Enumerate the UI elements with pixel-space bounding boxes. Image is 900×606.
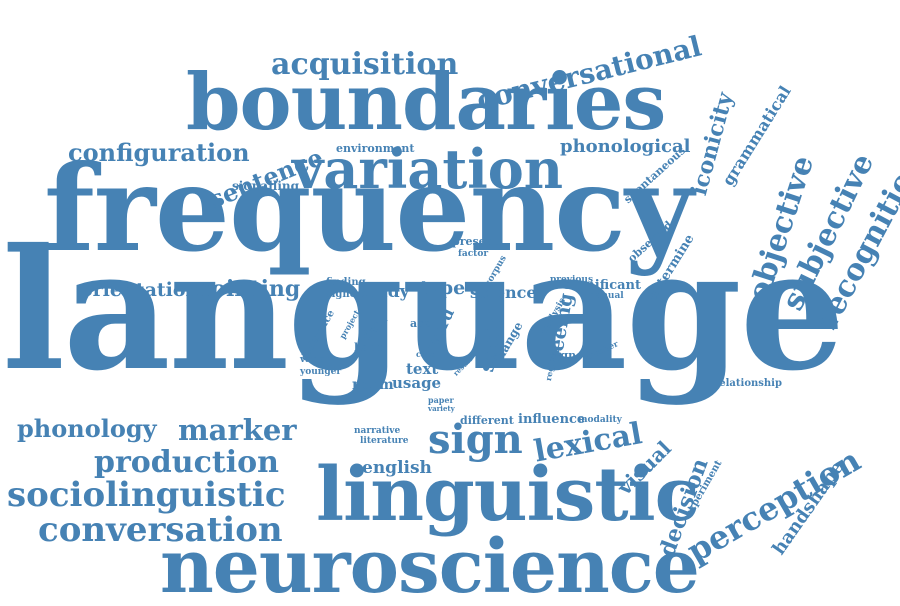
- word-production: production: [94, 445, 279, 480]
- word-pointing: pointing: [196, 276, 301, 302]
- word-factor: factor: [458, 249, 489, 259]
- word-frequency: frequency: [44, 139, 694, 278]
- word-influence: influence: [518, 412, 586, 427]
- word-modality: modality: [578, 415, 622, 425]
- word-finding: finding: [326, 277, 366, 288]
- word-phonology: phonology: [17, 414, 157, 443]
- word-previous: previous: [550, 275, 594, 285]
- word-type: type: [420, 277, 466, 299]
- word-literature: literature: [360, 436, 409, 446]
- word-conversation: conversation: [38, 510, 283, 550]
- word-variety: variety: [428, 404, 455, 413]
- word-acquisition: acquisition: [271, 47, 459, 82]
- word-manual: manual: [586, 291, 624, 301]
- word-sociolinguistic: sociolinguistic: [7, 475, 286, 515]
- word-hand: hand: [354, 341, 385, 354]
- word-younger: younger: [300, 367, 342, 377]
- word-sign: sign: [428, 416, 523, 463]
- word-linguistic: linguistic: [316, 452, 700, 538]
- word-usage: usage: [392, 374, 442, 392]
- word-language: language: [2, 213, 845, 408]
- word-paper: paper: [428, 395, 454, 405]
- word-present: present: [452, 235, 499, 248]
- word-neuroscience: neuroscience: [160, 524, 700, 606]
- word-case: case: [416, 349, 436, 359]
- word-boundaries: boundaries: [186, 57, 666, 148]
- word-variation: variation: [292, 137, 564, 201]
- word-science: science: [470, 283, 537, 302]
- word-configuration: configuration: [68, 138, 250, 167]
- word-narrative: narrative: [354, 426, 401, 436]
- word-different: different: [460, 414, 514, 427]
- word-significant: significant: [564, 278, 641, 293]
- word-signer: signer: [326, 289, 362, 300]
- word-phonological: phonological: [560, 136, 691, 157]
- word-relationship: relationship: [714, 378, 782, 389]
- word-environment: environment: [336, 142, 415, 155]
- word-orientation: orientation: [80, 279, 200, 301]
- word-text: text: [406, 360, 439, 378]
- word-study: study: [358, 282, 410, 302]
- word-signalling: signalling: [232, 179, 299, 193]
- word-signed: signed: [550, 349, 591, 362]
- word-norm: norm: [352, 377, 394, 393]
- word-marker: marker: [178, 413, 297, 447]
- word-english: english: [362, 458, 432, 478]
- word-acc: acc: [410, 317, 431, 330]
- word-variant: variant: [300, 355, 336, 365]
